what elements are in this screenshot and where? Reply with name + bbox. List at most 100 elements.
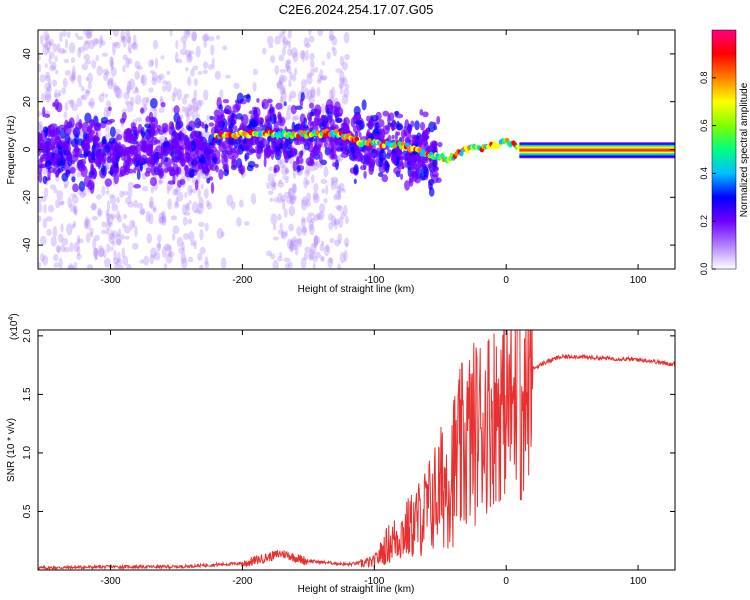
heatmap-cell	[261, 102, 265, 108]
heatmap-cell	[127, 181, 135, 189]
heatmap-cell	[94, 234, 100, 242]
heatmap-cell	[67, 99, 75, 105]
heatmap-cell	[50, 236, 57, 247]
heatmap-cell	[334, 239, 341, 247]
heatmap-cell	[158, 179, 164, 184]
heatmap-cell	[83, 175, 92, 188]
heatmap-cell	[325, 244, 330, 252]
heatmap-cell	[136, 169, 141, 180]
heatmap-cell	[109, 229, 114, 241]
heatmap-cell	[87, 101, 95, 107]
heatmap-cell	[109, 126, 116, 138]
heatmap-cell	[108, 137, 116, 144]
heatmap-cell	[73, 208, 78, 214]
heatmap-cell	[300, 216, 306, 228]
heatmap-cell	[363, 170, 367, 179]
heatmap-cell	[313, 144, 321, 154]
heatmap-cell	[140, 107, 144, 114]
heatmap-cell	[287, 40, 292, 49]
heatmap-cell	[222, 98, 230, 104]
heatmap-cell	[198, 221, 205, 228]
heatmap-cell	[145, 211, 151, 223]
heatmap-cell	[190, 31, 197, 42]
heatmap-cell	[340, 146, 346, 154]
heatmap-cell	[103, 72, 109, 82]
heatmap-cell	[110, 77, 114, 87]
heatmap-cell	[187, 218, 193, 225]
heatmap-cell	[204, 222, 209, 232]
heatmap-cell	[235, 113, 243, 120]
heatmap-cell	[215, 34, 221, 40]
heatmap-cell	[55, 245, 61, 253]
heatmap-cell	[281, 47, 287, 56]
heatmap-cell	[69, 241, 74, 253]
heatmap-cell	[50, 61, 57, 70]
heatmap-cell	[159, 95, 163, 102]
heatmap-cell	[172, 173, 176, 185]
heatmap-cell	[316, 212, 322, 220]
heatmap-cell	[239, 124, 247, 131]
heatmap-cell	[81, 139, 90, 150]
heatmap-cell	[175, 125, 182, 130]
heatmap-cell	[131, 158, 136, 165]
heatmap-cell	[185, 49, 192, 57]
heatmap-cell	[230, 201, 236, 210]
heatmap-cell	[112, 230, 119, 238]
heatmap-cell	[72, 65, 76, 77]
heatmap-cell	[187, 51, 192, 61]
heatmap-cell	[241, 113, 249, 126]
top-x-tick-label: -200	[232, 275, 252, 286]
heatmap-cell	[62, 77, 68, 88]
heatmap-cell	[157, 241, 162, 249]
heatmap-cell	[175, 58, 183, 64]
heatmap-cell	[203, 40, 208, 49]
heatmap-cell	[236, 92, 244, 104]
heatmap-cell	[273, 164, 280, 173]
heatmap-cell	[124, 30, 131, 36]
heatmap-cell	[296, 165, 301, 173]
heatmap-cell	[55, 69, 59, 75]
heatmap-cell	[41, 42, 48, 48]
heatmap-cell	[49, 65, 56, 72]
heatmap-cell	[185, 66, 189, 72]
heatmap-cell	[104, 93, 108, 98]
heatmap-cell	[284, 192, 291, 198]
heatmap-cell	[284, 263, 291, 269]
heatmap-cell	[65, 169, 71, 175]
heatmap-cell	[170, 215, 178, 221]
heatmap-cell	[337, 232, 343, 244]
heatmap-cell	[157, 164, 162, 177]
heatmap-cell	[195, 45, 201, 58]
heatmap-cell	[274, 64, 280, 76]
heatmap-cell	[113, 82, 117, 93]
heatmap-cell	[386, 149, 393, 157]
heatmap-cell	[46, 85, 53, 92]
heatmap-cell	[284, 167, 289, 175]
heatmap-cell	[256, 148, 264, 155]
heatmap-cell	[385, 162, 390, 174]
heatmap-cell	[111, 157, 116, 165]
heatmap-cell	[77, 159, 85, 172]
heatmap-cell	[437, 141, 443, 148]
heatmap-cell	[285, 169, 290, 174]
heatmap-cell	[135, 144, 143, 152]
heatmap-cell	[331, 46, 335, 51]
heatmap-cell	[191, 130, 199, 141]
heatmap-cell	[268, 44, 274, 49]
heatmap-cell	[336, 205, 343, 212]
heatmap-cell	[285, 62, 290, 72]
heatmap-cell	[328, 140, 335, 153]
heatmap-cell	[233, 125, 238, 133]
heatmap-cell	[158, 212, 164, 224]
heatmap-cell	[307, 212, 315, 217]
heatmap-cell	[398, 161, 404, 166]
heatmap-cell	[436, 115, 441, 125]
heatmap-cell	[319, 243, 325, 252]
heatmap-cell	[184, 191, 188, 198]
heatmap-cell	[288, 205, 296, 217]
top-y-axis-label: Frequency (Hz)	[6, 116, 17, 185]
heatmap-cell	[286, 59, 292, 64]
heatmap-cell	[171, 233, 176, 241]
heatmap-cell	[56, 170, 60, 178]
